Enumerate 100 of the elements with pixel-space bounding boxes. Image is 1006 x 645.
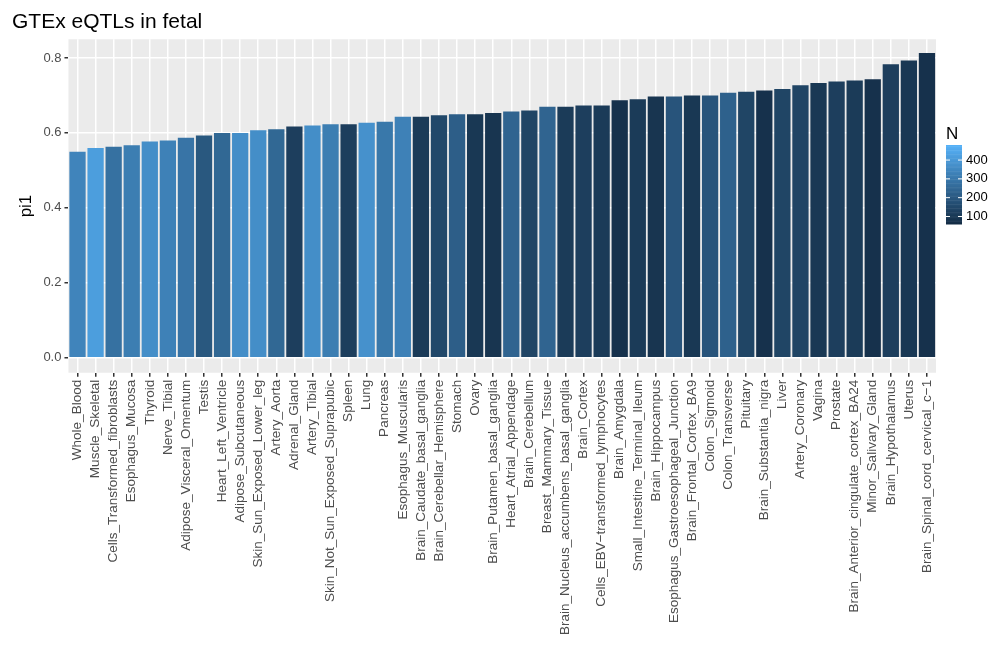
x-tick-label: Ovary (466, 379, 482, 416)
x-tick-label: Artery_Tibial (304, 379, 320, 456)
bar (322, 124, 339, 358)
bar (376, 121, 393, 358)
bar (503, 111, 520, 358)
bar (69, 151, 86, 358)
x-tick-label: Cells_Transformed_fibroblasts (105, 379, 121, 563)
bar (485, 113, 502, 358)
bar (358, 122, 375, 358)
bar (539, 106, 556, 358)
x-tick-label: Brain_Cerebellar_Hemisphere (430, 379, 446, 562)
x-tick-label: Brain_Nucleus_accumbens_basal_ganglia (557, 379, 573, 635)
bar (412, 116, 430, 358)
x-tick-label: Adrenal_Gland (286, 379, 302, 470)
bar (394, 116, 411, 358)
y-tick-label: 0.6 (43, 124, 62, 140)
bar (864, 79, 881, 358)
x-tick-label: Cells_EBV−transformed_lymphocytes (593, 379, 609, 607)
color-bar-label: 400 (966, 151, 988, 167)
bar (720, 92, 737, 358)
bar (448, 114, 466, 358)
bar (846, 80, 863, 358)
x-tick-label: Pituitary (737, 379, 753, 429)
bar (918, 53, 936, 358)
x-tick-label: Esophagus_Mucosa (123, 379, 139, 503)
x-tick-label: Minor_Salivary_Gland (864, 379, 880, 513)
y-tick-label: 0.0 (43, 349, 62, 365)
x-tick-label: Small_Intestine_Terminal_Ileum (629, 379, 645, 572)
x-tick-label: Brain_Amygdala (611, 379, 627, 479)
bar (629, 99, 646, 358)
x-tick-label: Skin_Sun_Exposed_Lower_leg (249, 379, 265, 568)
bar (611, 100, 628, 358)
bar (701, 95, 719, 358)
bar (286, 126, 303, 358)
bar (159, 140, 177, 358)
chart-title: GTEx eQTLs in fetal (12, 9, 203, 33)
x-tick-label: Vagina (810, 379, 826, 421)
color-bar-label: 300 (966, 170, 988, 186)
x-tick-label: Brain_Spinal_cord_cervical_c−1 (918, 379, 934, 574)
bar (647, 96, 664, 358)
x-tick-label: Brain_Anterior_cingulate_cortex_BA24 (846, 379, 862, 613)
bar (87, 147, 104, 358)
x-tick-label: Uterus (900, 379, 916, 420)
bar (177, 137, 195, 358)
color-bar-label: 100 (966, 208, 988, 224)
x-tick-label: Liver (774, 379, 790, 410)
x-tick-label: Brain_Frontal_Cortex_BA9 (683, 379, 699, 542)
bar (105, 146, 122, 358)
bar (195, 135, 213, 358)
x-tick-label: Nerve_Tibial (159, 379, 175, 456)
x-tick-label: Brain_Cerebellum (521, 379, 537, 488)
x-tick-label: Brain_Substantia_nigra (756, 379, 772, 521)
x-tick-label: Skin_Not_Sun_Exposed_Suprapubic (322, 379, 338, 602)
x-tick-label: Artery_Aorta (268, 379, 284, 456)
x-tick-label: Artery_Coronary (792, 379, 808, 479)
x-tick-label: Heart_Left_Ventricle (213, 379, 229, 503)
x-tick-label: Brain_Caudate_basal_ganglia (412, 379, 428, 561)
bar (141, 141, 158, 358)
x-tick-label: Brain_Cortex (575, 379, 591, 459)
bar (340, 124, 357, 358)
x-tick-label: Thyroid (141, 379, 157, 425)
bar (521, 110, 538, 358)
x-tick-label: Esophagus_Gastroesophageal_Junction (665, 379, 681, 624)
x-tick-label: Brain_Hippocampus (647, 379, 663, 502)
x-tick-label: Whole_Blood (69, 379, 85, 461)
bar (738, 91, 755, 358)
x-tick-label: Colon_Sigmoid (701, 379, 717, 472)
x-tick-label: Stomach (448, 379, 464, 434)
x-tick-label: Esophagus_Muscularis (394, 379, 410, 520)
x-tick-label: Pancreas (376, 379, 392, 437)
bar (304, 125, 321, 358)
y-tick-label: 0.2 (43, 274, 62, 290)
bar (430, 115, 448, 358)
x-tick-label: Muscle_Skeletal (87, 379, 103, 479)
y-axis-title: pi1 (15, 194, 35, 218)
bar (213, 132, 231, 358)
y-tick-label: 0.8 (43, 49, 62, 65)
color-bar-label: 200 (966, 189, 988, 205)
bar (882, 64, 899, 358)
x-tick-label: Colon_Transverse (719, 379, 735, 490)
bar (123, 145, 140, 358)
bar (268, 129, 285, 358)
x-tick-label: Testis (195, 379, 211, 415)
bar (665, 96, 683, 358)
bar (232, 132, 249, 358)
x-tick-label: Adipose_Visceral_Omentum (177, 379, 193, 551)
color-bar-title: N (946, 124, 959, 143)
bar (900, 60, 918, 358)
x-tick-label: Brain_Hypothalamus (882, 379, 898, 506)
y-tick-label: 0.4 (43, 199, 62, 215)
x-tick-label: Spleen (340, 379, 356, 422)
bar (593, 105, 610, 358)
x-tick-label: Prostate (828, 379, 844, 431)
x-tick-label: Adipose_Subcutaneous (231, 379, 247, 523)
bar (250, 130, 267, 358)
bar (683, 95, 701, 358)
bar (466, 114, 484, 358)
x-tick-label: Lung (358, 379, 374, 410)
x-tick-label: Breast_Mammary_Tissue (539, 379, 555, 534)
bar (756, 90, 773, 358)
